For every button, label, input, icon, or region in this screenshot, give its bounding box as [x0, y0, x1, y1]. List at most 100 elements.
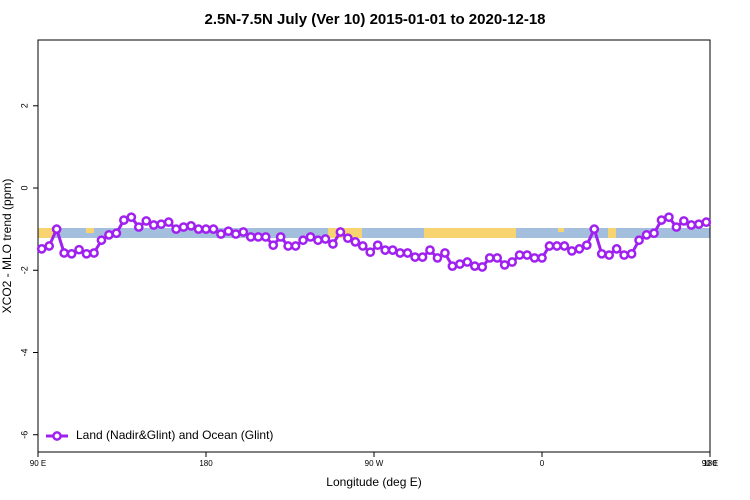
data-point: [343, 233, 353, 244]
land-patch: [424, 228, 516, 238]
data-point: [604, 250, 615, 260]
data-point: [253, 232, 264, 242]
land-patch: [38, 228, 54, 238]
x-tick-label: 180: [199, 459, 213, 468]
data-point: [96, 235, 107, 246]
data-point: [664, 212, 674, 223]
x-tick-label: 90 E: [30, 459, 46, 468]
data-point: [208, 224, 219, 234]
y-tick-label: -2: [19, 266, 29, 274]
data-point: [44, 241, 55, 251]
data-point: [507, 257, 517, 267]
data-point: [410, 252, 420, 262]
data-point: [171, 224, 181, 234]
data-point: [178, 222, 189, 232]
data-point: [679, 216, 689, 226]
data-point: [51, 224, 62, 234]
data-point: [156, 219, 167, 230]
data-point: [552, 241, 562, 251]
data-point: [163, 217, 174, 228]
data-point: [514, 250, 525, 260]
data-point: [350, 237, 361, 247]
data-point: [447, 261, 458, 271]
legend-marker: [52, 431, 62, 441]
data-point: [469, 261, 480, 271]
data-point: [268, 240, 279, 251]
data-point: [275, 232, 286, 242]
y-axis-label: XCO2 - MLO trend (ppm): [0, 179, 14, 314]
data-point: [66, 248, 77, 259]
data-point: [186, 221, 196, 231]
y-tick-label: -4: [19, 348, 29, 356]
legend-label: Land (Nadir&Glint) and Ocean (Glint): [76, 428, 273, 442]
x-tick-label: 90 E: [702, 459, 718, 468]
data-point: [596, 248, 607, 259]
data-point: [283, 241, 293, 251]
data-point: [686, 220, 697, 230]
x-axis-label: Longitude (deg E): [326, 475, 421, 489]
data-point: [455, 259, 465, 269]
data-point: [260, 232, 271, 242]
data-point: [119, 215, 129, 225]
y-tick-label: -6: [19, 431, 29, 439]
data-point: [372, 240, 383, 251]
data-point: [216, 229, 226, 239]
data-point: [589, 224, 600, 234]
data-point: [559, 241, 570, 251]
data-point: [290, 241, 301, 251]
data-point: [611, 244, 622, 254]
data-point: [649, 228, 659, 239]
x-tick-label: 90 W: [365, 459, 384, 468]
data-point: [432, 253, 443, 263]
data-point: [335, 227, 346, 237]
ocean-strip: [38, 228, 710, 238]
data-point: [484, 253, 495, 263]
data-point: [380, 245, 391, 255]
data-point: [365, 247, 376, 258]
chart-title: 2.5N-7.5N July (Ver 10) 2015-01-01 to 20…: [204, 11, 545, 28]
data-point: [74, 244, 84, 255]
data-point: [104, 230, 114, 240]
data-point: [440, 248, 450, 258]
data-point: [477, 262, 488, 272]
data-point: [634, 235, 644, 246]
land-patch: [558, 228, 564, 232]
data-point: [126, 212, 137, 223]
data-point: [619, 250, 629, 260]
x-tick-label: 180: [703, 459, 717, 468]
data-point: [245, 232, 256, 242]
data-point: [320, 234, 331, 244]
y-tick-label: 2: [19, 103, 29, 108]
data-point: [298, 235, 308, 246]
data-point: [328, 239, 338, 249]
data-point: [89, 248, 99, 258]
data-point: [574, 244, 585, 254]
data-point: [395, 248, 405, 258]
data-point: [313, 235, 323, 246]
data-point: [133, 222, 144, 232]
data-point: [693, 219, 704, 230]
data-point: [36, 244, 47, 254]
data-point: [567, 246, 577, 256]
data-point: [357, 241, 368, 251]
data-point: [231, 229, 241, 239]
data-point: [544, 241, 555, 251]
data-point: [81, 248, 92, 259]
data-point: [656, 215, 667, 225]
data-point: [701, 217, 712, 228]
data-point: [141, 216, 152, 226]
data-point: [641, 230, 652, 240]
data-point: [581, 240, 592, 251]
data-point: [492, 253, 503, 263]
data-point: [417, 252, 428, 262]
data-point: [402, 248, 413, 258]
data-point: [238, 227, 249, 237]
data-point: [499, 260, 510, 270]
data-point: [59, 248, 69, 258]
data-point: [522, 250, 532, 260]
data-point: [626, 248, 637, 259]
data-point: [387, 245, 398, 255]
x-tick-label: 0: [540, 459, 545, 468]
land-patch: [608, 228, 616, 238]
